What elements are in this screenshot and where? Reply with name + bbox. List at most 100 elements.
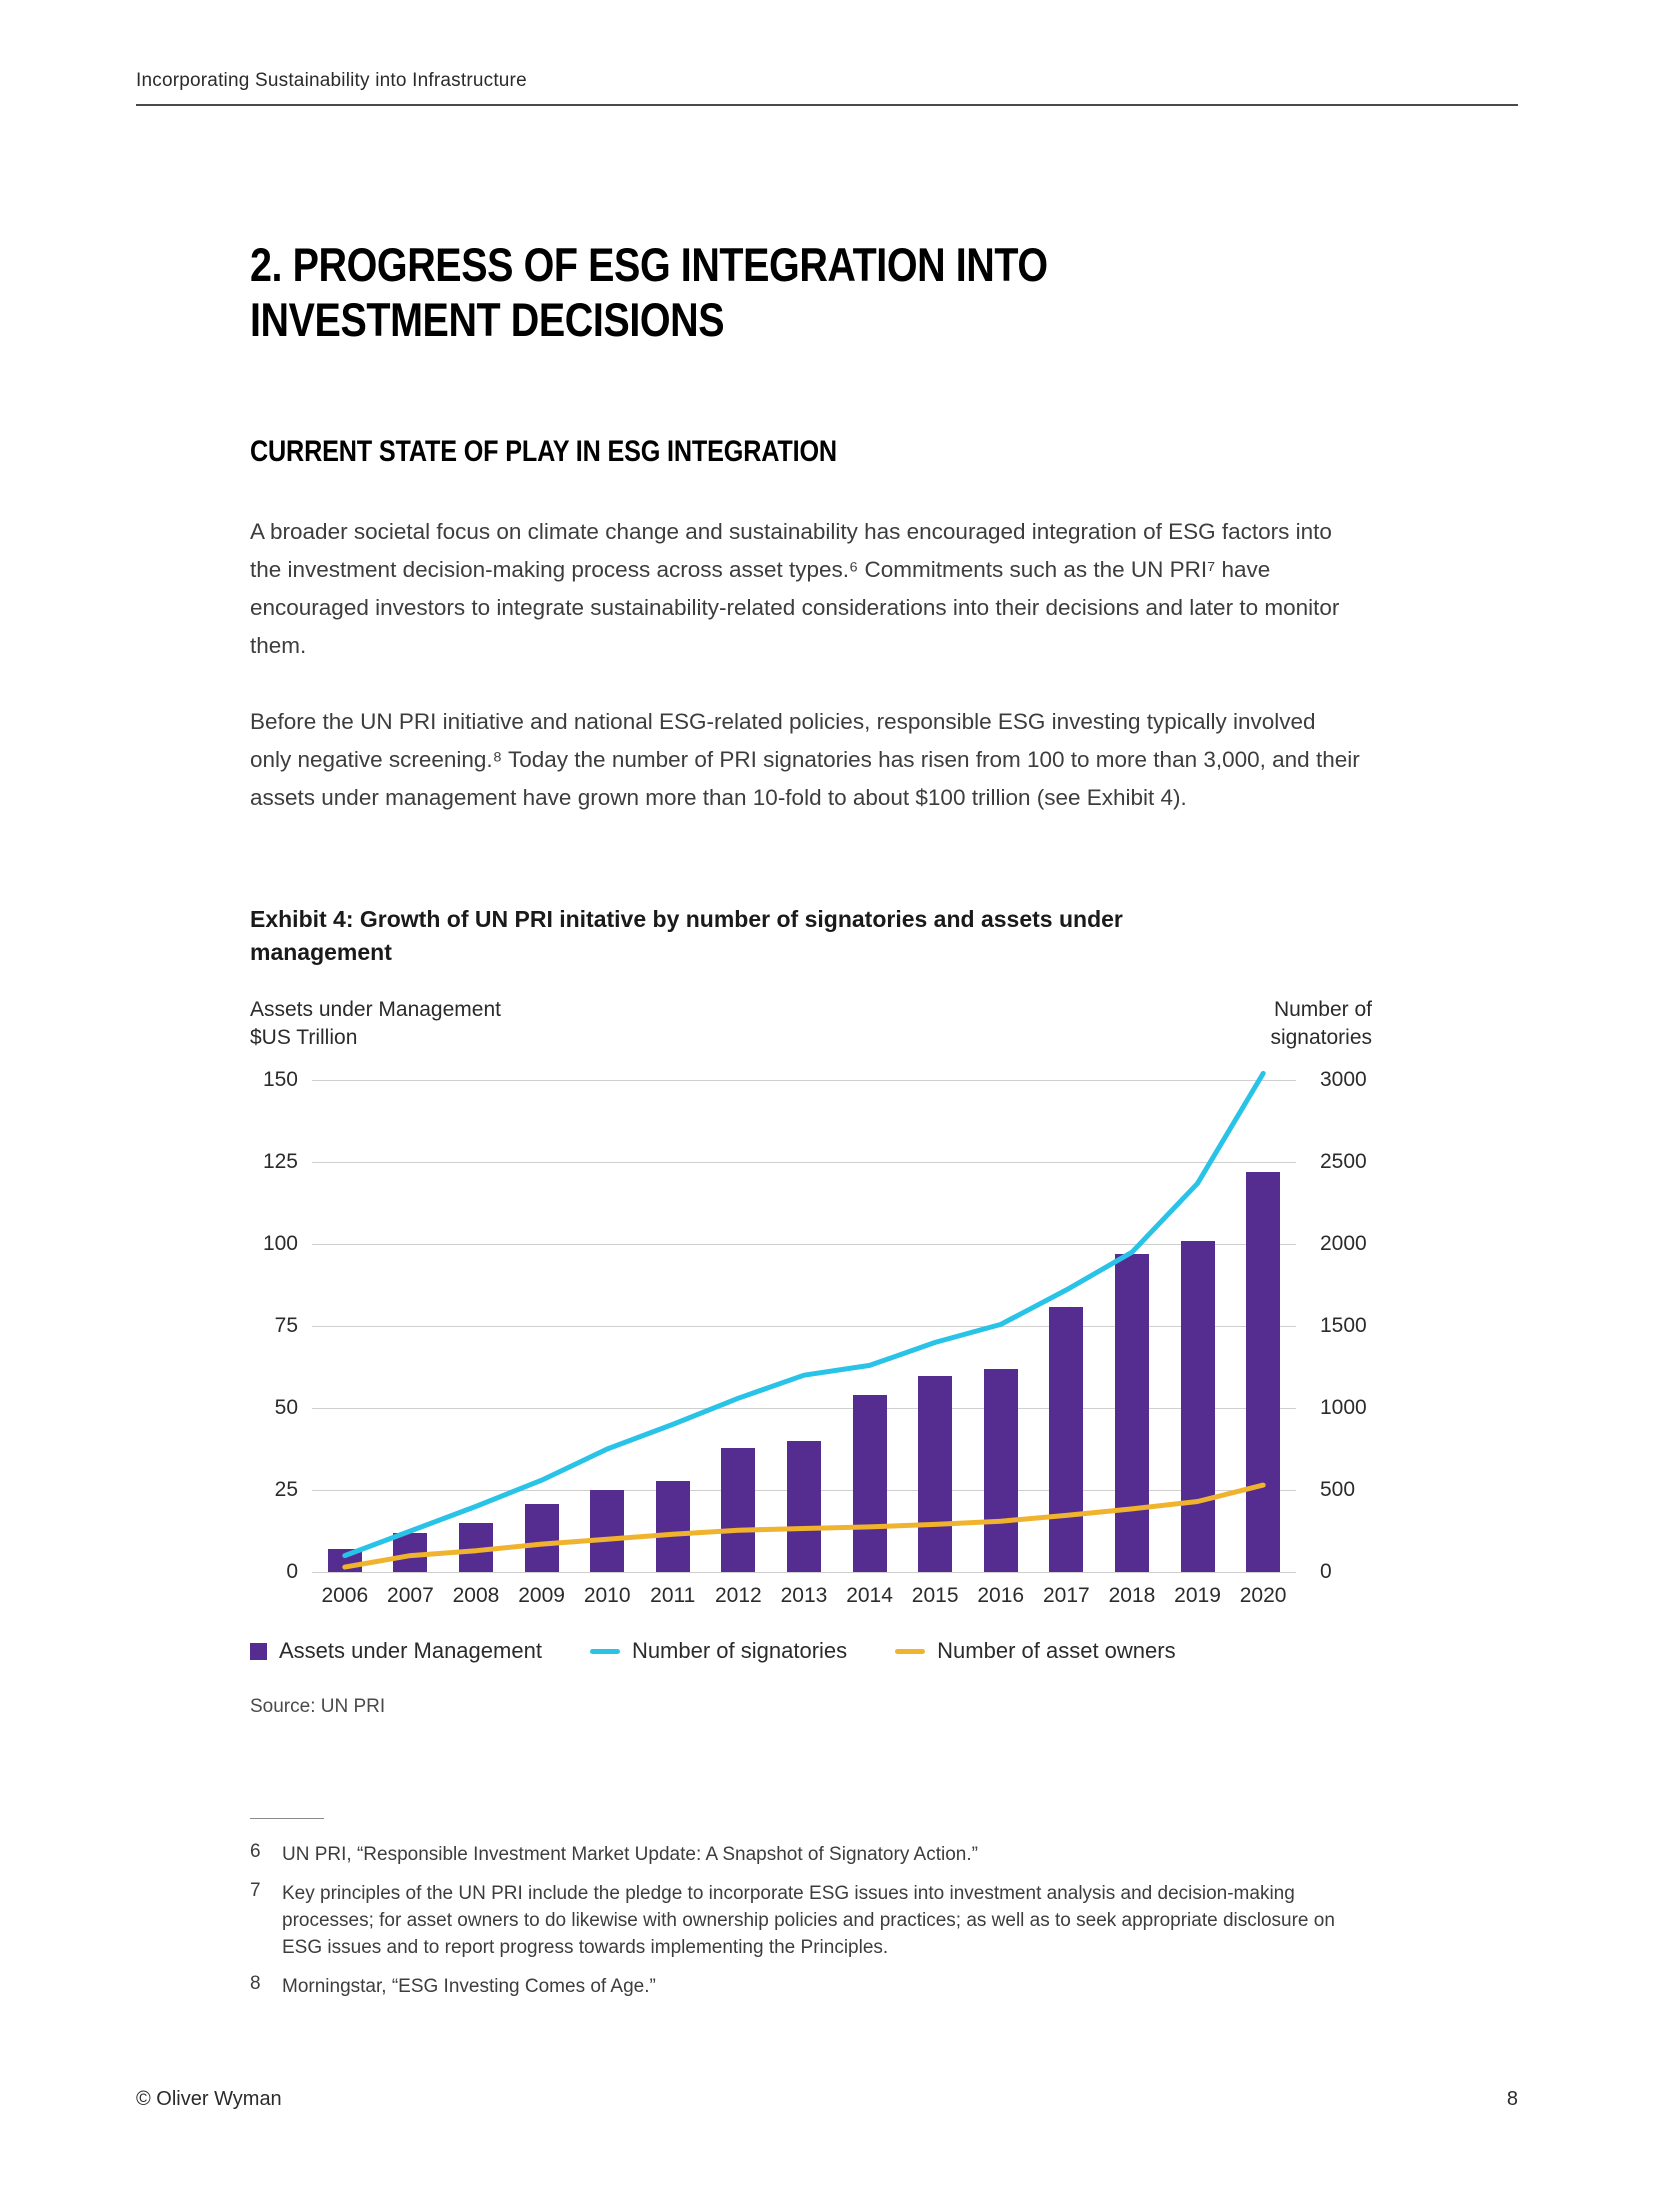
right-tick-label: 500	[1320, 1478, 1356, 1502]
left-tick-label: 125	[262, 1150, 298, 1174]
right-axis-label-line1: Number of	[1273, 997, 1372, 1021]
legend-label: Number of signatories	[631, 1638, 848, 1664]
bar-2019	[1180, 1241, 1215, 1573]
footnote-8: 8 Morningstar, “ESG Investing Comes of A…	[250, 1973, 1372, 2000]
bar-2013	[787, 1441, 821, 1573]
bar-2018	[1115, 1254, 1149, 1573]
x-label-2014: 2014	[846, 1584, 893, 1608]
x-label-2012: 2012	[715, 1584, 762, 1608]
x-label-2013: 2013	[780, 1584, 828, 1608]
legend-item: Assets under Management	[250, 1638, 542, 1664]
x-axis-labels: 2006 2007 2008 2009 2010 2011 2012 2013 2014 2015…	[312, 1584, 1296, 1608]
x-label-2015: 2015	[911, 1584, 959, 1608]
gridline	[312, 1243, 1296, 1245]
footnote-text: UN PRI, “Responsible Investment Market U…	[282, 1844, 978, 1865]
bar-2014	[852, 1395, 887, 1573]
paragraph-1: A broader societal focus on climate chan…	[250, 519, 1340, 659]
gridline	[312, 1407, 1296, 1409]
source-note: Source: UN PRI	[250, 1696, 386, 1718]
right-tick-label: 3000	[1320, 1068, 1367, 1092]
main-column: 2. PROGRESS OF ESG INTEGRATION INTO INVE…	[250, 160, 1372, 1718]
section-title-line2: INVESTMENT DECISIONS	[250, 292, 725, 346]
footer-copyright: © Oliver Wyman	[136, 2088, 282, 2110]
right-axis-ticks: 0 500 1000 1500 2000 2500 3000	[1310, 1068, 1372, 1583]
footnote-text: Key principles of the UN PRI include the…	[282, 1883, 1335, 1958]
x-label-2019: 2019	[1174, 1584, 1221, 1608]
left-axis-label-line1: Assets under Management	[250, 997, 501, 1021]
x-label-2009: 2009	[518, 1584, 565, 1608]
legend-label: Assets under Management	[279, 1638, 542, 1664]
left-tick-label: 0	[286, 1560, 298, 1584]
bar-2009	[524, 1503, 559, 1573]
header-rule	[136, 104, 1518, 106]
page-header: Incorporating Sustainability into Infras…	[136, 70, 1518, 106]
legend-swatch-line	[589, 1648, 620, 1654]
footnote-text: Morningstar, “ESG Investing Comes of Age…	[282, 1976, 656, 1997]
left-axis-label: Assets under Management $US Trillion	[250, 996, 501, 1053]
section-title-line1: 2. PROGRESS OF ESG INTEGRATION INTO	[250, 238, 1048, 291]
gridline	[312, 1079, 1296, 1081]
running-title: Incorporating Sustainability into Infras…	[136, 70, 527, 91]
paragraph-2: Before the UN PRI initiative and nationa…	[250, 709, 1360, 811]
left-tick-label: 100	[262, 1232, 298, 1256]
x-label-2017: 2017	[1042, 1584, 1090, 1608]
bar-2020	[1246, 1172, 1281, 1573]
gridline	[312, 1325, 1296, 1327]
x-label-2020: 2020	[1239, 1584, 1287, 1608]
bar-2011	[655, 1480, 690, 1573]
x-label-2007: 2007	[387, 1584, 434, 1608]
right-axis-label-line2: signatories	[1270, 1026, 1372, 1050]
legend-item: Number of asset owners	[895, 1638, 1176, 1664]
line-series-layer	[342, 1071, 1266, 1571]
left-tick-label: 50	[274, 1396, 298, 1420]
line-number-of-signatories	[342, 1071, 1266, 1559]
left-tick-label: 25	[274, 1478, 298, 1502]
bar-2015	[918, 1375, 953, 1573]
chart-body: 0 25 50 75 100 125 150 0 500 1000 1500 2000 2500 300…	[250, 1068, 1372, 1583]
gridline	[312, 1571, 1296, 1573]
x-label-2018: 2018	[1108, 1584, 1156, 1608]
footnote-7: 7 Key principles of the UN PRI include t…	[250, 1880, 1372, 1961]
footnote-6: 6 UN PRI, “Responsible Investment Market…	[250, 1841, 1372, 1868]
right-tick-label: 1500	[1320, 1314, 1367, 1338]
footnote-number: 6	[250, 1841, 261, 1862]
footnote-number: 8	[250, 1973, 261, 1994]
x-label-2006: 2006	[321, 1584, 369, 1608]
chart-legend: Assets under Management Number of signato…	[250, 1638, 1372, 1664]
x-label-2008: 2008	[452, 1584, 500, 1608]
bar-2016	[983, 1369, 1018, 1573]
plot-area	[312, 1071, 1296, 1573]
footnotes: 6 UN PRI, “Responsible Investment Market…	[250, 1818, 1372, 2000]
x-label-2016: 2016	[977, 1584, 1025, 1608]
footnote-rule	[250, 1818, 324, 1819]
left-axis-ticks: 0 25 50 75 100 125 150	[250, 1068, 298, 1583]
line-number-of-asset-owners	[342, 1483, 1266, 1571]
subsection-title: CURRENT STATE OF PLAY IN ESG INTEGRATION	[250, 435, 837, 469]
bar-2012	[721, 1447, 756, 1573]
left-tick-label: 75	[274, 1314, 298, 1338]
exhibit-title: Exhibit 4: Growth of UN PRI initative by…	[250, 906, 1123, 966]
legend-swatch-square	[250, 1642, 267, 1660]
section-title: 2. PROGRESS OF ESG INTEGRATION INTO INVE…	[250, 238, 1192, 347]
bar-2010	[590, 1490, 625, 1573]
right-tick-label: 2000	[1320, 1232, 1367, 1256]
footnote-number: 7	[250, 1880, 261, 1901]
page-number: 8	[1506, 2088, 1518, 2110]
right-tick-label: 1000	[1320, 1396, 1367, 1420]
right-axis-label: Number of signatories	[1270, 996, 1372, 1053]
legend-label: Number of asset owners	[937, 1638, 1176, 1664]
right-tick-label: 2500	[1320, 1150, 1367, 1174]
legend-swatch-line	[895, 1648, 926, 1654]
x-label-2010: 2010	[583, 1584, 631, 1608]
axis-headers: Assets under Management $US Trillion Num…	[250, 996, 1372, 1053]
page-footer: © Oliver Wyman 8	[136, 2088, 1518, 2111]
x-label-2011: 2011	[650, 1584, 696, 1608]
bar-2017	[1049, 1306, 1084, 1573]
legend-item: Number of signatories	[589, 1638, 848, 1664]
left-tick-label: 150	[262, 1068, 298, 1092]
right-tick-label: 0	[1320, 1560, 1332, 1584]
gridline	[312, 1161, 1296, 1163]
exhibit-chart: Assets under Management $US Trillion Num…	[250, 996, 1372, 1719]
left-axis-label-line2: $US Trillion	[250, 1026, 358, 1050]
